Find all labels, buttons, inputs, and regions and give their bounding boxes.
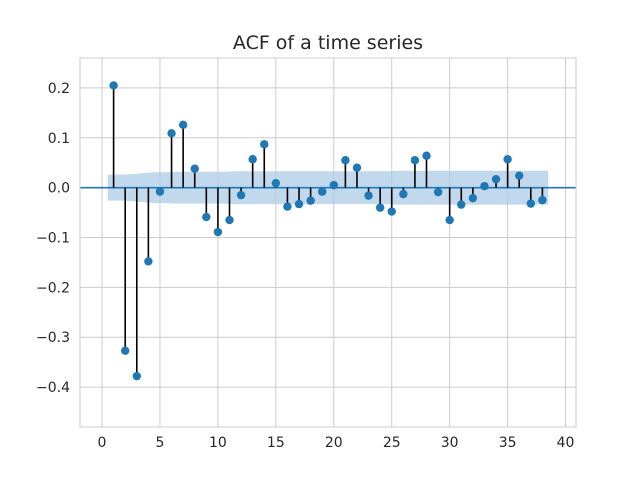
marker-lag-18 — [306, 196, 315, 205]
marker-lag-15 — [271, 178, 281, 188]
marker-lag-23 — [364, 191, 373, 200]
y-tick-label-0: 0.2 — [48, 81, 70, 97]
marker-lag-38 — [538, 195, 547, 205]
markers — [109, 81, 547, 381]
marker-lag-37 — [526, 199, 536, 208]
marker-lag-21 — [341, 156, 350, 165]
y-tick-label-3: −0.1 — [36, 231, 70, 247]
marker-lag-6 — [167, 129, 176, 138]
marker-lag-10 — [213, 227, 223, 237]
marker-lag-17 — [294, 199, 304, 209]
x-tick-label-6: 30 — [441, 435, 459, 451]
x-tick-label-4: 20 — [325, 435, 343, 451]
x-tick-label-2: 10 — [209, 435, 227, 451]
marker-lag-28 — [422, 151, 431, 160]
y-tick-label-2: 0.0 — [48, 181, 70, 197]
axes-frame — [79, 57, 577, 428]
x-tick-label-5: 25 — [383, 435, 401, 451]
y-tick-label-1: 0.1 — [48, 131, 70, 147]
y-tick-label-5: −0.3 — [36, 330, 70, 346]
marker-lag-30 — [445, 215, 454, 225]
marker-lag-32 — [468, 193, 478, 203]
marker-lag-22 — [352, 163, 362, 172]
marker-lag-4 — [144, 257, 153, 266]
marker-lag-7 — [178, 120, 188, 130]
marker-lag-16 — [283, 202, 292, 211]
marker-lag-12 — [236, 190, 246, 200]
marker-lag-3 — [132, 371, 141, 381]
marker-lag-33 — [480, 181, 489, 191]
x-tick-label-3: 15 — [267, 435, 285, 451]
marker-lag-13 — [248, 155, 257, 164]
grid-lines — [80, 58, 576, 427]
marker-lag-27 — [410, 156, 420, 165]
marker-lag-20 — [329, 180, 338, 190]
marker-lag-9 — [202, 212, 211, 222]
marker-lag-11 — [225, 215, 234, 225]
chart-title: ACF of a time series — [233, 32, 423, 54]
y-tick-label-4: −0.2 — [36, 280, 70, 296]
x-tick-labels: 0 5 10 15 20 25 30 35 40 — [98, 435, 575, 451]
marker-lag-1 — [109, 81, 118, 90]
marker-lag-5 — [155, 187, 165, 196]
marker-lag-35 — [503, 155, 512, 164]
marker-lag-8 — [190, 164, 199, 173]
marker-lag-25 — [387, 207, 396, 216]
x-tick-label-8: 40 — [557, 435, 575, 451]
marker-lag-26 — [399, 189, 408, 199]
marker-lag-24 — [375, 203, 385, 212]
marker-lag-34 — [491, 174, 501, 184]
y-tick-label-6: −0.4 — [36, 380, 70, 396]
x-tick-label-7: 35 — [499, 435, 517, 451]
marker-lag-14 — [260, 140, 269, 149]
x-tick-label-1: 5 — [156, 435, 165, 451]
marker-lag-31 — [457, 200, 466, 209]
marker-lag-19 — [318, 187, 327, 196]
x-tick-label-0: 0 — [98, 435, 107, 451]
stems — [112, 85, 544, 377]
marker-lag-2 — [120, 346, 130, 355]
marker-lag-29 — [433, 187, 443, 197]
y-tick-labels: 0.2 0.1 0.0 −0.1 −0.2 −0.3 −0.4 — [36, 81, 70, 396]
axes-border — [79, 57, 577, 428]
marker-lag-36 — [515, 171, 524, 180]
